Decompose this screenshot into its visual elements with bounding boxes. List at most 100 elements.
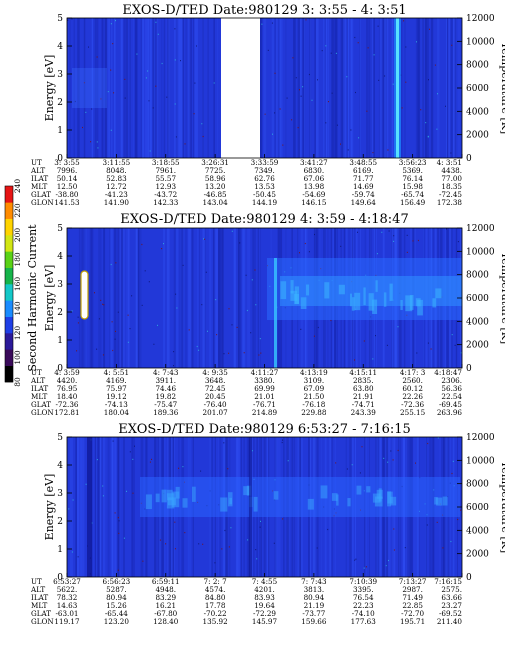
ephemeris-value: 80.94 — [106, 593, 127, 602]
temperature-tick-label: 12000 — [466, 433, 495, 443]
colorbar-label: Second Harmonic Current — [26, 224, 39, 372]
colorbar-swatch — [5, 284, 13, 301]
ephemeris-value: 19.12 — [106, 392, 127, 401]
ephemeris-value: 21.91 — [353, 392, 374, 401]
ephemeris-value: 69.99 — [254, 384, 275, 393]
ephemeris-value: 149.64 — [351, 198, 377, 207]
temperature-tick-label: 10000 — [466, 456, 495, 466]
ephemeris-value: 7725. — [205, 166, 226, 175]
temperature-tick-label: 2000 — [466, 341, 489, 351]
energy-axis: 0 1 2 3 4 5 Energy [eV] — [43, 433, 72, 583]
ephemeris-value: 143.04 — [203, 198, 229, 207]
ephemeris-value: 3813. — [304, 585, 325, 594]
ephemeris-value: -63.01 — [55, 609, 78, 618]
ephemeris-value: 14.63 — [57, 601, 78, 610]
ephemeris-value: 5369. — [402, 166, 423, 175]
ephemeris-value: 142.33 — [153, 198, 179, 207]
ephemeris-value: 141.53 — [54, 198, 80, 207]
ephemeris-value: 6:56:23 — [103, 577, 131, 586]
panel-title: EXOS-D/TED Date:980129 3: 3:55 - 4: 3:51 — [122, 3, 406, 18]
ephemeris-value: -46.85 — [204, 190, 227, 199]
temperature-tick-label: 12000 — [466, 14, 495, 24]
temperature-tick-label: 6000 — [466, 503, 489, 513]
bright-stripe — [396, 18, 399, 158]
ephemeris-value: 128.40 — [153, 617, 179, 626]
ephemeris-value: 3:18:55 — [152, 158, 180, 167]
ephemeris-value: -74.13 — [105, 400, 128, 409]
ephemeris-value: 4: 3:51 — [437, 158, 462, 167]
ephemeris-value: 3: 3:55 — [54, 158, 80, 167]
ephemeris-value: 4948. — [155, 585, 176, 594]
ephemeris-value: -72.70 — [401, 609, 424, 618]
energy-axis-label: Energy [eV] — [43, 55, 56, 122]
ephemeris-value: 83.93 — [254, 593, 275, 602]
ephemeris-value: 4438. — [441, 166, 462, 175]
temperature-tick-label: 6000 — [466, 84, 489, 94]
ephemeris-value: 4201. — [254, 585, 275, 594]
ephemeris-value: 3109. — [304, 376, 325, 385]
temperature-tick-label: 2000 — [466, 550, 489, 560]
energy-tick-label: 0 — [57, 154, 63, 164]
ephemeris-value: 7: 7:43 — [301, 577, 327, 586]
ephemeris-value: 263.96 — [437, 408, 463, 417]
ephemeris-value: 141.90 — [104, 198, 130, 207]
ephemeris-row-label: GLON — [31, 617, 54, 626]
ephemeris-value: 4420. — [57, 376, 78, 385]
colorbar-swatch — [5, 186, 13, 203]
ephemeris-value: -65.44 — [105, 609, 128, 618]
ephemeris-value: 56.36 — [441, 384, 462, 393]
ephemeris-value: -72.29 — [253, 609, 276, 618]
ephemeris-row-label: GLON — [31, 198, 54, 207]
ephemeris-value: 5287. — [106, 585, 127, 594]
colorbar-tick-label: 100 — [13, 350, 22, 365]
energy-tick-label: 3 — [57, 489, 63, 499]
energy-tick-label: 0 — [57, 364, 63, 374]
colorbar-swatch — [5, 251, 13, 268]
colorbar-swatch — [5, 300, 13, 317]
ephemeris-value: 84.80 — [205, 593, 226, 602]
ephemeris-value: -65.74 — [401, 190, 424, 199]
ephemeris-value: 3:26:31 — [201, 158, 229, 167]
colorbar-swatch — [5, 235, 13, 252]
colorbar-tick-label: 80 — [13, 377, 22, 387]
plasma-band — [267, 258, 462, 368]
ephemeris-value: 19.82 — [155, 392, 176, 401]
temperature-tick-label: 4000 — [466, 526, 489, 536]
ephemeris-value: -73.77 — [302, 609, 325, 618]
ephemeris-value: 52.83 — [106, 174, 127, 183]
ephemeris-value: 4:13:19 — [300, 368, 328, 377]
temperature-axis-label: Temperature [K] — [499, 461, 505, 553]
ephemeris-value: 2306. — [441, 376, 462, 385]
ephemeris-value: 6830. — [304, 166, 325, 175]
ephemeris-value: 6:59:11 — [152, 577, 180, 586]
ephemeris-value: 5622. — [57, 585, 78, 594]
artifact-marker — [80, 270, 89, 320]
ephemeris-value: 4:18:47 — [434, 368, 462, 377]
ephemeris-value: 55.57 — [155, 174, 176, 183]
ephemeris-row-label: MLT — [31, 182, 48, 191]
ephemeris-value: -50.45 — [253, 190, 276, 199]
ephemeris-value: 4: 3:59 — [54, 368, 80, 377]
colorbar-tick-label: 140 — [13, 301, 22, 316]
ephemeris-value: 3648. — [205, 376, 226, 385]
ephemeris-value: 8048. — [106, 166, 127, 175]
ephemeris-value: 63.80 — [353, 384, 374, 393]
temperature-tick-label: 10000 — [466, 37, 495, 47]
energy-tick-label: 2 — [57, 517, 63, 527]
ephemeris-value: 7:13:27 — [399, 577, 427, 586]
ephemeris-value: 60.12 — [402, 384, 423, 393]
colorbar-tick-label: 200 — [13, 228, 22, 243]
ephemeris-value: 243.39 — [351, 408, 377, 417]
ephemeris-value: 50.14 — [57, 174, 78, 183]
ephemeris-value: 77.00 — [441, 174, 462, 183]
colorbar-tick-label: 220 — [13, 203, 22, 218]
energy-tick-label: 0 — [57, 573, 63, 583]
ephemeris-value: 156.49 — [400, 198, 426, 207]
ephemeris-value: 180.04 — [104, 408, 130, 417]
ephemeris-value: -74.71 — [352, 400, 375, 409]
data-gap — [221, 18, 260, 158]
ephemeris-value: 3:56:23 — [399, 158, 427, 167]
ephemeris-value: 255.15 — [400, 408, 426, 417]
